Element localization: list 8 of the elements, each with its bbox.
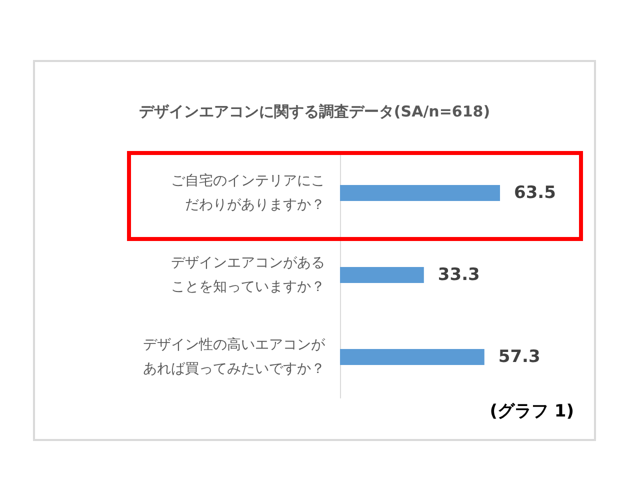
data-label: 33.3	[438, 265, 480, 285]
data-label: 57.3	[498, 347, 540, 367]
y-tick-label: デザインエアコンがあることを知っていますか？	[171, 255, 325, 295]
text: (グラフ 1)	[490, 402, 574, 422]
y-tick-label: デザイン性の高いエアコンがあれば買ってみたいですか？	[143, 337, 326, 377]
data-label: 63.5	[514, 183, 556, 203]
y-tick-label: ご自宅のインテリアにこだわりがありますか？	[171, 173, 325, 213]
chart-title: デザインエアコンに関する調査データ(SA/n=618)	[138, 102, 490, 120]
